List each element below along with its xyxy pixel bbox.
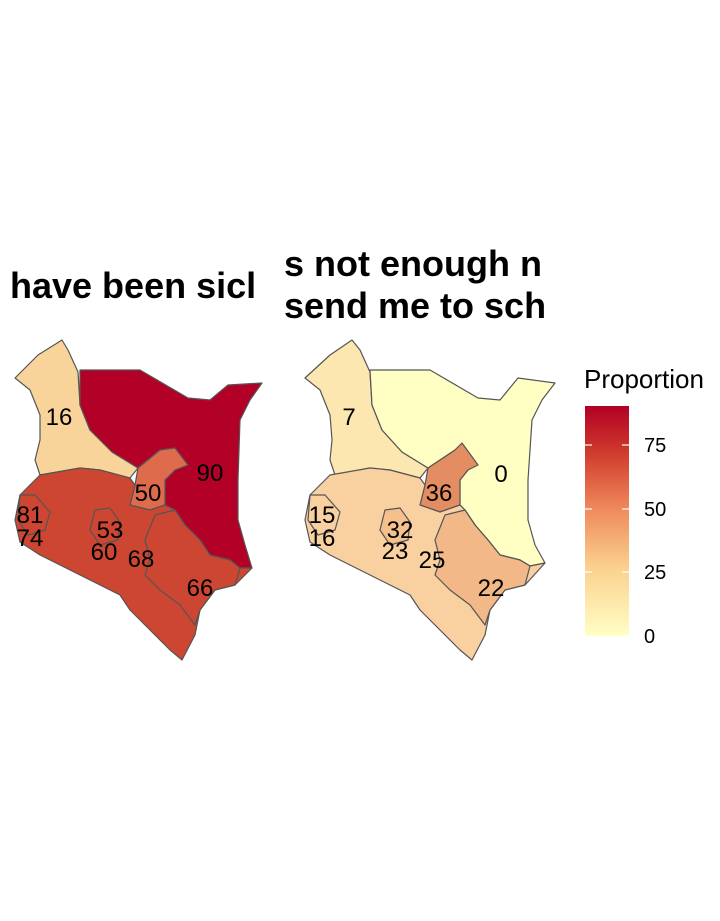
- region-label: 81: [17, 502, 44, 529]
- region-south: [144, 509, 241, 626]
- region-central-county: [379, 507, 411, 546]
- region-label: 16: [309, 525, 336, 552]
- legend: Proportion 75 50 25 0: [584, 364, 704, 648]
- region-label: 23: [382, 538, 409, 565]
- region-label: 36: [426, 480, 453, 507]
- legend-tick-label: 25: [644, 562, 666, 584]
- region-north-west: [304, 339, 429, 479]
- region-label: 50: [135, 480, 162, 507]
- legend-colorbar: [585, 406, 629, 636]
- region-north-west: [14, 339, 139, 479]
- panel-title-right-line-1: s not enough n: [284, 243, 542, 284]
- legend-tick-label: 0: [644, 626, 655, 648]
- region-label: 15: [309, 502, 336, 529]
- region-label: 60: [91, 539, 118, 566]
- region-west-county: [307, 494, 341, 536]
- region-label: 16: [46, 404, 73, 431]
- region-west-county: [17, 494, 51, 536]
- map-panel-right: s not enough n send me to sch 7 0 36 15 …: [284, 243, 556, 661]
- map-panel-left: have been sicl 16 90 50 81 74 53 60 68 6…: [10, 265, 263, 661]
- region-label: 0: [494, 461, 507, 488]
- panel-title-left: have been sicl: [10, 265, 256, 306]
- region-label: 32: [387, 517, 414, 544]
- region-label: 74: [17, 525, 44, 552]
- region-label: 53: [97, 517, 124, 544]
- region-label: 68: [128, 546, 155, 573]
- legend-title: Proportion: [584, 364, 704, 394]
- region-label: 22: [478, 575, 505, 602]
- panel-title-right-line-2: send me to sch: [284, 285, 546, 326]
- legend-tick-label: 50: [644, 499, 666, 521]
- legend-tick-label: 75: [644, 435, 666, 457]
- region-label: 90: [197, 460, 224, 487]
- region-label: 25: [419, 547, 446, 574]
- region-central-county: [89, 507, 121, 546]
- region-label: 66: [187, 575, 214, 602]
- region-label: 7: [342, 404, 355, 431]
- region-south: [434, 509, 531, 626]
